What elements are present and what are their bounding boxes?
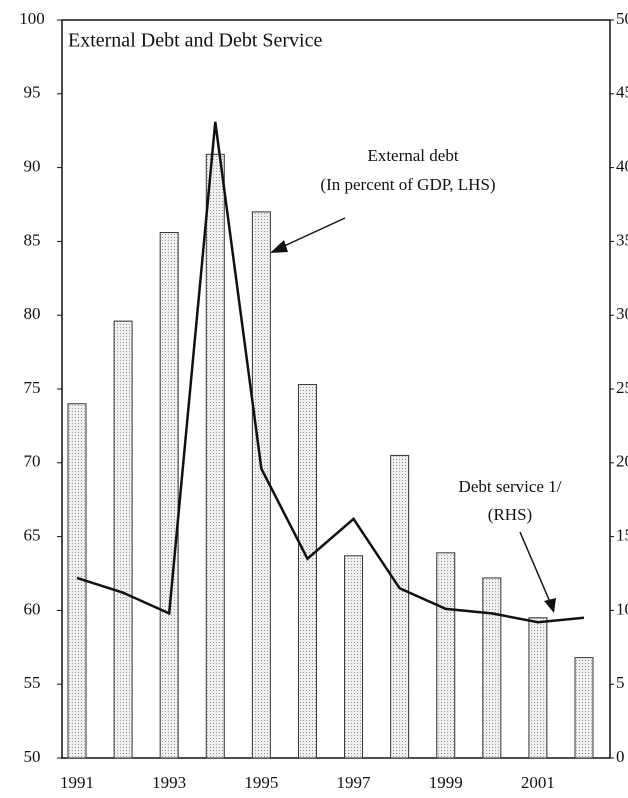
y2-tick-label: 25 — [616, 378, 628, 397]
x-tick-label: 1991 — [60, 773, 94, 792]
bar — [436, 552, 456, 759]
y2-tick-label: 45 — [616, 83, 628, 102]
annotation: External debt — [367, 146, 458, 165]
bar — [205, 153, 225, 759]
arrow — [281, 217, 346, 248]
annotation: Debt service 1/ — [459, 477, 562, 496]
y2-tick-label: 50 — [616, 9, 628, 28]
chart-title: External Debt and Debt Service — [68, 30, 322, 52]
y2-tick-label: 40 — [616, 157, 628, 176]
bar — [482, 577, 502, 759]
y-tick-label: 95 — [24, 83, 41, 102]
bar — [297, 384, 317, 759]
y-tick-label: 100 — [19, 9, 45, 28]
bar — [574, 657, 594, 759]
bar — [344, 555, 364, 759]
bar — [528, 617, 548, 759]
y2-tick-label: 10 — [616, 599, 628, 618]
y2-tick-label: 30 — [616, 304, 628, 323]
arrow-head — [270, 240, 288, 253]
arrow-head — [544, 598, 556, 613]
annotation: (RHS) — [488, 505, 532, 524]
plot-frame — [61, 19, 611, 759]
x-tick-label: 1999 — [429, 773, 463, 792]
y2-tick-label: 0 — [616, 747, 625, 766]
arrow — [519, 531, 551, 603]
y2-tick-label: 35 — [616, 230, 628, 249]
x-tick-label: 1995 — [244, 773, 278, 792]
x-tick-label: 2001 — [521, 773, 555, 792]
x-tick-label: 1997 — [337, 773, 372, 792]
y2-tick-label: 15 — [616, 526, 628, 545]
y-tick-label: 65 — [24, 526, 41, 545]
bar — [113, 320, 133, 759]
line — [76, 121, 585, 624]
bar — [390, 454, 410, 759]
y-tick-label: 60 — [24, 599, 41, 618]
marks — [67, 121, 594, 759]
y2-tick-label: 20 — [616, 452, 628, 471]
y2-tick-label: 5 — [616, 673, 625, 692]
arrows — [270, 217, 556, 613]
bar — [251, 211, 271, 759]
y-tick-label: 50 — [24, 747, 41, 766]
annotation: (In percent of GDP, LHS) — [320, 175, 495, 194]
y-tick-label: 90 — [24, 157, 41, 176]
y-tick-label: 85 — [24, 230, 41, 249]
y-tick-label: 70 — [24, 452, 41, 471]
y-tick-label: 55 — [24, 673, 41, 692]
y-tick-label: 80 — [24, 304, 41, 323]
bar — [159, 232, 179, 759]
y-tick-label: 75 — [24, 378, 41, 397]
x-tick-label: 1993 — [152, 773, 186, 792]
